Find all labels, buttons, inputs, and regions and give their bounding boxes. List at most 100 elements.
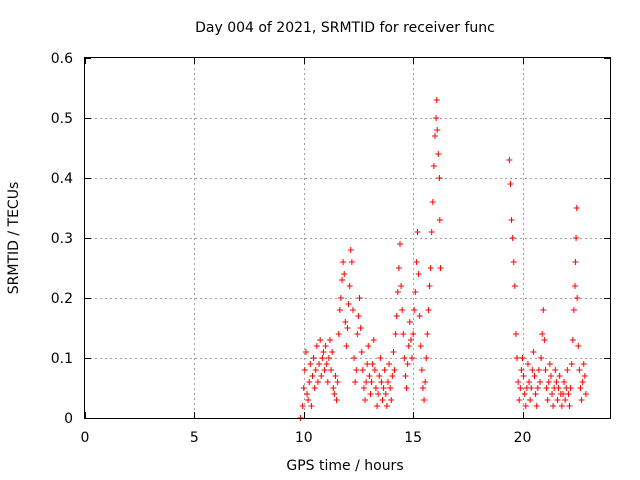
data-point [558,403,565,409]
data-point [433,115,440,121]
data-point [353,367,360,373]
data-point [313,343,320,349]
data-point [375,391,382,397]
data-point [554,397,561,403]
data-point [322,343,329,349]
data-point [299,403,306,409]
data-point [567,385,574,391]
data-point [425,307,432,313]
y-tick-labels: 0 0.1 0.2 0.3 0.4 0.5 0.6 [51,51,73,427]
data-point [516,397,523,403]
data-point [430,163,437,169]
data-point [573,205,580,211]
data-point [363,379,370,385]
y-tick-label: 0.1 [51,351,73,367]
data-point [317,337,324,343]
data-point [434,127,441,133]
data-point [429,199,436,205]
data-point [579,379,586,385]
data-point [398,283,405,289]
data-point [307,361,314,367]
data-point [380,385,387,391]
data-point [309,373,316,379]
data-point [381,367,388,373]
data-point [435,151,442,157]
grid-lines [85,58,610,418]
data-point [518,367,525,373]
chart-title: Day 004 of 2021, SRMTID for receiver fun… [195,20,495,36]
data-point [355,313,362,319]
data-point [517,385,524,391]
data-point [383,403,390,409]
data-point [572,283,578,289]
data-point [417,343,424,349]
data-point [376,373,383,379]
data-point [570,307,577,313]
data-point [552,367,559,373]
data-point [555,385,562,391]
data-point [304,391,311,397]
data-point [514,355,521,361]
data-point [509,235,516,241]
x-tick-label: 10 [295,430,313,446]
data-point [578,397,585,403]
x-tick-label: 20 [514,430,532,446]
data-point [340,259,347,265]
plot-frame [84,57,611,419]
data-point [324,379,331,385]
data-point [386,361,393,367]
data-point [394,289,401,295]
data-point [559,391,566,397]
data-point [545,379,552,385]
data-point [533,403,540,409]
data-point [351,355,358,361]
data-point [550,403,557,409]
data-point [521,391,528,397]
data-point [368,379,375,385]
data-point [413,259,420,265]
data-point [314,379,321,385]
data-point [392,331,399,337]
data-point [526,379,533,385]
data-point [542,367,549,373]
data-point [562,397,569,403]
data-point [421,397,428,403]
data-point [325,355,332,361]
y-tick-label: 0.4 [51,171,73,187]
data-point [423,355,430,361]
data-point [306,379,313,385]
data-point [561,379,568,385]
data-point [537,379,543,385]
data-point [321,367,328,373]
data-point [328,367,335,373]
data-point [300,385,307,391]
data-point [436,175,443,181]
data-point [534,385,541,391]
data-point [407,337,414,343]
y-tick-label: 0.6 [51,51,73,67]
data-point [378,379,385,385]
data-point [414,229,421,235]
data-point [437,265,444,271]
data-point [572,259,579,265]
y-tick-label: 0.2 [51,291,73,307]
data-point [405,343,412,349]
data-point [547,373,554,379]
data-point [318,373,325,379]
data-point [389,373,396,379]
data-point [337,295,344,301]
data-point [566,403,573,409]
data-point [519,355,526,361]
data-point [546,361,553,367]
y-tick-label: 0.5 [51,111,73,127]
data-point [397,241,403,247]
data-point [520,373,527,379]
data-point [310,355,317,361]
data-point [352,379,359,385]
y-axis-label: SRMTID / TECUs [6,182,22,295]
data-point [336,307,343,313]
data-point [332,373,339,379]
data-point [553,379,560,385]
data-point [365,343,372,349]
data-point [564,367,571,373]
